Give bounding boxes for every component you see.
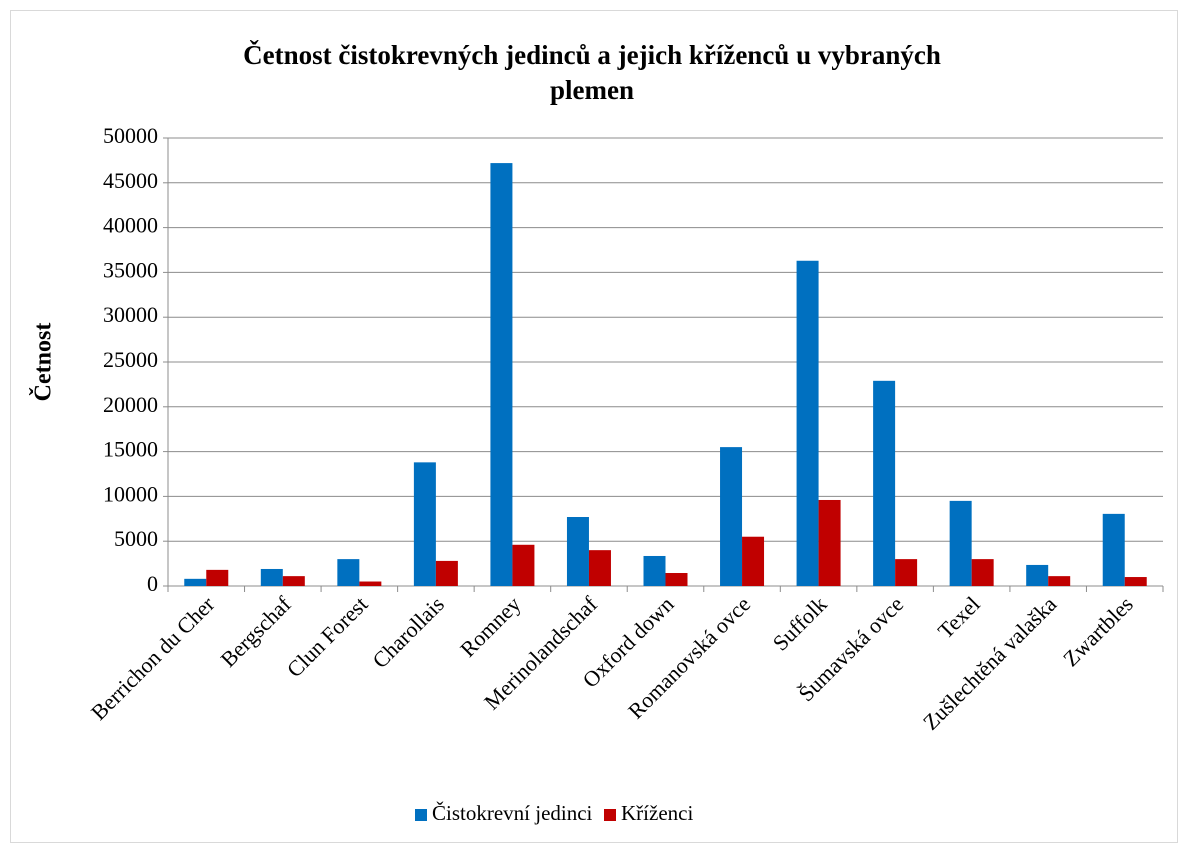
bar bbox=[435, 560, 458, 586]
bar bbox=[873, 380, 896, 586]
bar bbox=[359, 581, 382, 586]
bar bbox=[971, 559, 994, 586]
bar bbox=[796, 260, 819, 586]
bar bbox=[490, 163, 513, 586]
bar bbox=[184, 578, 207, 586]
y-tick-label: 25000 bbox=[103, 347, 158, 372]
y-tick-label: 5000 bbox=[114, 526, 158, 551]
bar bbox=[260, 568, 283, 586]
bar bbox=[512, 544, 535, 586]
y-tick-label: 45000 bbox=[103, 168, 158, 193]
chart-title: Četnost čistokrevných jedinců a jejich k… bbox=[243, 40, 941, 105]
y-tick-label: 50000 bbox=[103, 123, 158, 148]
legend-swatch bbox=[604, 809, 616, 821]
legend-label: Čistokrevní jedinci bbox=[432, 801, 593, 825]
y-tick-label: 30000 bbox=[103, 302, 158, 327]
legend-label: Kříženci bbox=[621, 801, 693, 825]
bar bbox=[566, 517, 589, 586]
bar bbox=[1102, 513, 1125, 586]
bar bbox=[720, 447, 743, 586]
bar bbox=[206, 569, 229, 586]
legend-swatch bbox=[415, 809, 427, 821]
chart-border bbox=[10, 10, 1178, 843]
bar bbox=[337, 559, 360, 586]
y-tick-label: 35000 bbox=[103, 257, 158, 282]
bar bbox=[818, 499, 841, 586]
bar bbox=[1026, 564, 1049, 586]
bar bbox=[282, 576, 305, 586]
bar bbox=[588, 550, 611, 586]
bar bbox=[643, 555, 666, 586]
title-line: plemen bbox=[550, 75, 634, 105]
y-axis-title: Četnost bbox=[30, 323, 57, 402]
bar bbox=[1124, 577, 1147, 586]
bar bbox=[949, 500, 972, 586]
title-line: Četnost čistokrevných jedinců a jejich k… bbox=[243, 40, 941, 70]
bar bbox=[1048, 576, 1071, 586]
bar bbox=[665, 573, 688, 586]
y-tick-label: 10000 bbox=[103, 481, 158, 506]
y-tick-label: 0 bbox=[147, 571, 158, 596]
bar bbox=[413, 462, 436, 586]
y-tick-label: 20000 bbox=[103, 392, 158, 417]
y-tick-label: 15000 bbox=[103, 437, 158, 462]
y-tick-label: 40000 bbox=[103, 213, 158, 238]
bar bbox=[895, 559, 918, 586]
bar bbox=[742, 536, 765, 586]
